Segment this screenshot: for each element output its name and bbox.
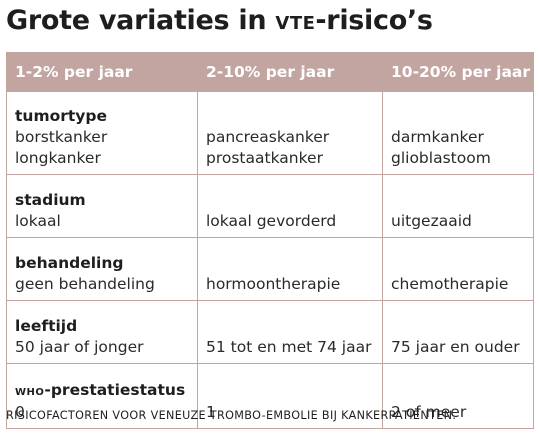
table-cell: 75 jaar en ouder — [382, 300, 534, 364]
cell-value: geen behandeling — [15, 275, 155, 293]
table-cell: hormoontherapie — [197, 237, 383, 301]
table-row-stadium: stadium lokaal lokaal gevorderd uitgezaa… — [6, 174, 534, 238]
cell-value: 51 tot en met 74 jaar — [206, 338, 372, 356]
title-suffix: -risico’s — [315, 5, 433, 36]
table-cell: darmkanker glioblastoom — [382, 91, 534, 175]
table-row-tumortype: tumortype borstkanker longkanker pancrea… — [6, 91, 534, 175]
risk-table-container: 1-2% per jaar 2-10% per jaar 10-20% per … — [6, 52, 534, 429]
row-label-abbreviation: WHO — [15, 383, 45, 399]
cell-value: 2 of meer — [391, 403, 467, 421]
risk-table: 1-2% per jaar 2-10% per jaar 10-20% per … — [6, 52, 534, 429]
row-label-tumortype: tumortype — [15, 107, 108, 125]
cell-value: 0 — [15, 403, 25, 421]
table-cell: chemotherapie — [382, 237, 534, 301]
table-cell: 51 tot en met 74 jaar — [197, 300, 383, 364]
table-cell: WHO-prestatiestatus 0 — [6, 363, 198, 429]
cell-value: lokaal gevorderd — [206, 212, 337, 230]
cell-value: hormoontherapie — [206, 275, 341, 293]
header-high-risk: 10-20% per jaar — [382, 52, 534, 92]
row-label-behandeling: behandeling — [15, 254, 124, 272]
row-label-stadium: stadium — [15, 191, 86, 209]
table-row-behandeling: behandeling geen behandeling hormoonther… — [6, 237, 534, 301]
table-cell: leeftijd 50 jaar of jonger — [6, 300, 198, 364]
cell-value: chemotherapie — [391, 275, 509, 293]
header-medium-risk: 2-10% per jaar — [197, 52, 383, 92]
cell-value: darmkanker — [391, 128, 484, 146]
cell-value: longkanker — [15, 149, 101, 167]
title-abbreviation: VTE — [275, 6, 316, 35]
table-row-who-prestatiestatus: WHO-prestatiestatus 0 1 2 of meer — [6, 363, 534, 429]
table-cell: 1 — [197, 363, 383, 429]
table-cell: stadium lokaal — [6, 174, 198, 238]
header-low-risk: 1-2% per jaar — [6, 52, 198, 92]
cell-value: 1 — [206, 403, 216, 421]
cell-value: glioblastoom — [391, 149, 491, 167]
table-cell: lokaal gevorderd — [197, 174, 383, 238]
row-label-leeftijd: leeftijd — [15, 317, 78, 335]
table-cell: 2 of meer — [382, 363, 534, 429]
table-cell: pancreaskanker prostaatkanker — [197, 91, 383, 175]
table-header-row: 1-2% per jaar 2-10% per jaar 10-20% per … — [6, 52, 534, 92]
row-label-who-prestatiestatus: WHO-prestatiestatus — [15, 380, 191, 402]
table-row-leeftijd: leeftijd 50 jaar of jonger 51 tot en met… — [6, 300, 534, 364]
table-cell: tumortype borstkanker longkanker — [6, 91, 198, 175]
table-cell: behandeling geen behandeling — [6, 237, 198, 301]
row-label-rest: -prestatiestatus — [44, 381, 186, 399]
table-cell: uitgezaaid — [382, 174, 534, 238]
title-prefix: Grote variaties in — [6, 5, 276, 36]
cell-value: 75 jaar en ouder — [391, 338, 520, 356]
cell-value: uitgezaaid — [391, 212, 472, 230]
table-caption: RISICOFACTOREN VOOR VENEUZE TROMBO-EMBOL… — [6, 409, 457, 422]
page-title: Grote variaties in VTE-risico’s — [6, 3, 433, 39]
cell-value: pancreaskanker — [206, 128, 330, 146]
cell-value: prostaatkanker — [206, 149, 323, 167]
cell-value: lokaal — [15, 212, 61, 230]
cell-value: borstkanker — [15, 128, 108, 146]
cell-value: 50 jaar of jonger — [15, 338, 144, 356]
